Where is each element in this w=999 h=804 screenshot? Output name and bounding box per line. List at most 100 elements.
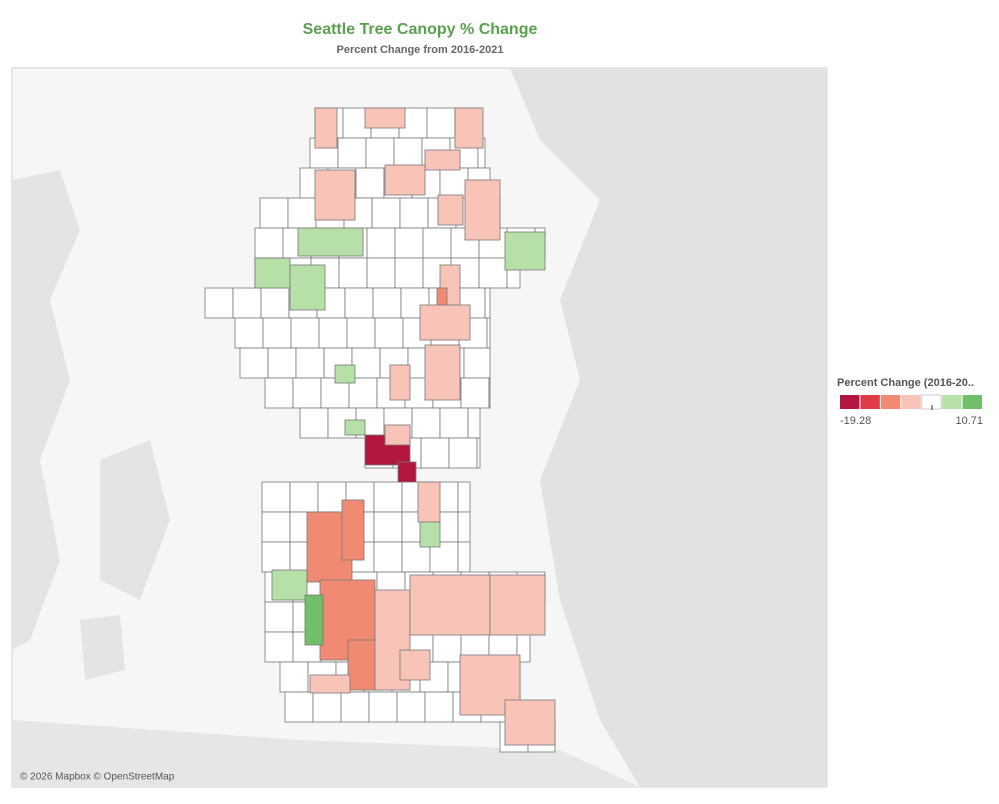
tract [439, 167, 469, 199]
tract [364, 107, 406, 129]
legend-title: Percent Change (2016-20.. [837, 377, 974, 389]
tract [261, 541, 291, 573]
attribution: © 2026 Mapbox © OpenStreetMap [20, 772, 175, 783]
tract [290, 317, 320, 349]
tract [262, 317, 292, 349]
tract [373, 541, 403, 573]
tract [464, 179, 501, 241]
island [80, 615, 125, 680]
tract [344, 287, 374, 319]
tract [338, 257, 368, 289]
tract [260, 287, 290, 319]
land-south [12, 720, 640, 787]
legend-swatch [880, 395, 901, 409]
tract [261, 481, 291, 513]
tract [504, 231, 546, 271]
legend-swatch [901, 395, 921, 409]
tract [346, 317, 376, 349]
tract [287, 197, 317, 229]
tract [289, 481, 319, 513]
tract [399, 649, 431, 681]
legend-swatch [860, 395, 880, 409]
tract [384, 164, 426, 196]
tract [504, 699, 556, 746]
tract [393, 137, 423, 169]
tract [309, 674, 351, 694]
tract [344, 419, 366, 436]
tract [289, 264, 326, 311]
tract [318, 317, 348, 349]
tract [312, 691, 342, 723]
tract [366, 257, 396, 289]
legend-min: -19.28 [840, 415, 871, 427]
tract [467, 407, 481, 439]
tract [279, 661, 309, 693]
tract [254, 257, 291, 289]
tract [374, 589, 411, 691]
tract [463, 347, 491, 379]
tract [420, 437, 450, 469]
tract [304, 594, 324, 646]
tract [389, 364, 411, 401]
tract [394, 227, 424, 259]
tract [374, 317, 404, 349]
tract [437, 194, 464, 226]
tract [432, 631, 462, 663]
tract [297, 227, 364, 257]
tract [424, 344, 461, 401]
tract [486, 317, 491, 349]
tract [478, 257, 508, 289]
tract [334, 364, 356, 384]
tract [373, 511, 403, 543]
tract [424, 691, 454, 723]
legend-max: 10.71 [955, 415, 983, 427]
legend-swatch [921, 394, 942, 410]
tract [284, 691, 314, 723]
subtitle: Percent Change from 2016-2021 [337, 44, 504, 56]
tract [337, 137, 367, 169]
legend: Percent Change (2016-20.. -19.28 10.71 [837, 377, 983, 427]
tract [232, 287, 262, 319]
island [100, 440, 170, 600]
tract [372, 287, 402, 319]
tract [264, 601, 294, 633]
tracts [204, 107, 556, 753]
tract [340, 691, 370, 723]
tract [460, 377, 490, 409]
legend-swatch [840, 395, 860, 409]
map[interactable]: © 2026 Mapbox © OpenStreetMap [11, 67, 828, 788]
tract [259, 197, 289, 229]
land-west [12, 170, 80, 650]
tract [373, 481, 403, 513]
tract [417, 481, 441, 523]
tract [271, 569, 308, 601]
tract [419, 521, 441, 548]
tract [264, 377, 294, 409]
tract [264, 631, 294, 663]
tract [314, 169, 356, 221]
legend-swatch [962, 395, 982, 409]
tract [368, 691, 398, 723]
tract [426, 107, 456, 139]
tract [384, 424, 411, 446]
tract [261, 511, 291, 543]
tract [299, 407, 329, 439]
tract [489, 574, 546, 636]
tract [239, 347, 269, 379]
tract [457, 541, 471, 573]
tract [396, 691, 426, 723]
tract [476, 437, 481, 469]
tract [424, 149, 461, 171]
tract [488, 377, 491, 409]
tract [429, 541, 459, 573]
tract [409, 574, 491, 636]
tract [371, 197, 401, 229]
tract [439, 407, 469, 439]
tract [457, 511, 471, 543]
tract [254, 227, 284, 259]
tract [422, 227, 452, 259]
tract [419, 304, 471, 341]
tract [399, 197, 429, 229]
tract [365, 137, 395, 169]
